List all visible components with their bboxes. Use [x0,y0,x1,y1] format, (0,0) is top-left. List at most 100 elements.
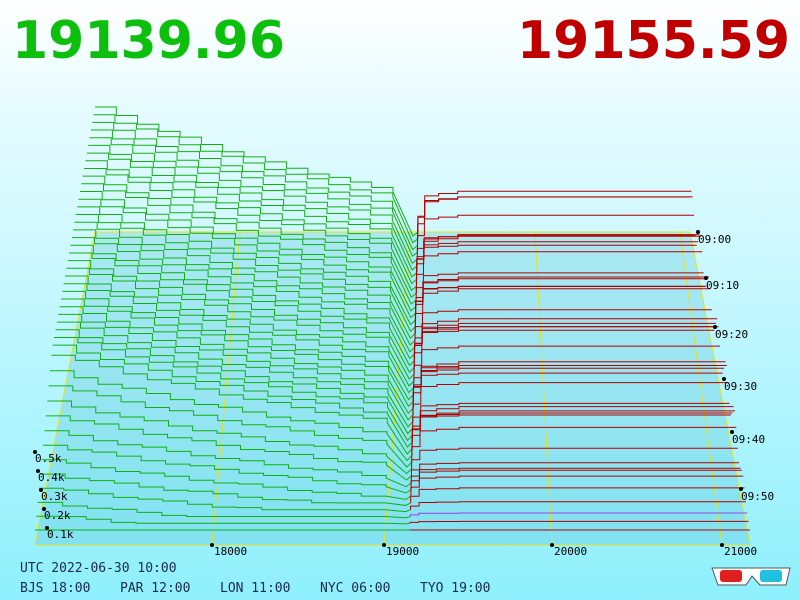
price-tick [382,543,386,547]
city-time: BJS 18:00 [20,581,90,596]
floor [35,232,750,545]
bid-depth [44,430,412,488]
ask-depth [411,426,737,463]
time-tick [730,430,734,434]
city-time: NYC 06:00 [320,581,390,596]
bid-depth [47,400,412,475]
depth-label: 0.3k [41,490,68,503]
ask-depth [411,447,738,469]
bid-depth [48,385,413,468]
time-label: 09:40 [732,433,765,446]
bid-depth [69,252,415,367]
ask-depth [413,345,720,381]
bid-depth [59,306,414,415]
bid-depth [73,229,416,346]
bid-depth [65,275,415,387]
city-time: LON 11:00 [220,581,290,596]
bid-depth [95,106,419,237]
bid-depth [58,313,414,421]
depth-tick [45,526,49,530]
bid-depth [51,354,413,455]
depth-lines [35,106,750,531]
ask-depth [414,309,712,341]
ask-depth [417,196,693,246]
time-label: 09:00 [698,233,731,246]
depth-tick [42,507,46,511]
bid-depth [67,260,415,374]
ask-depth [411,462,740,476]
grid-line [679,231,723,546]
bid-depth [60,298,414,408]
grid-line [211,231,241,546]
bid-depth [85,160,418,285]
bid-depth [39,487,411,513]
labels: 18000 19000 20000 21000 09:00 09:10 09:20 09:30… [20,230,774,596]
ask-depth [410,487,745,503]
bid-depth [78,198,417,319]
ask-depth [417,196,690,232]
bid-depth [71,237,416,353]
bid-depth [45,415,412,481]
bid-price: 19139.96 [12,11,285,71]
bid-depth [74,221,416,340]
grid-line [534,231,553,546]
depth-tick [33,450,37,454]
bid-depth [50,370,413,462]
ask-depth [414,288,711,334]
ask-depth [415,251,703,293]
bid-depth [62,290,414,401]
bid-depth [80,191,417,312]
time-label: 09:30 [724,380,757,393]
bid-depth [84,168,417,292]
ask-depth [409,512,748,517]
bid-depth [89,137,418,264]
time-tick [696,230,700,234]
time-tick [722,377,726,381]
depth-label: 0.2k [44,509,71,522]
ask-depth [412,365,727,415]
price-tick [720,543,724,547]
bid-depth [93,114,419,244]
glasses-icon [711,567,791,586]
price-tick [550,543,554,547]
bid-depth [40,473,411,507]
bid-depth [90,129,418,257]
depth-label: 0.5k [35,452,62,465]
bid-depth [36,515,411,525]
ask-price: 19155.59 [517,11,790,71]
depth-label: 0.1k [47,528,74,541]
ask-depth [413,326,719,375]
grid [34,231,751,546]
time-tick [704,276,708,280]
ask-depth [410,501,746,510]
ask-depth [409,520,749,524]
bid-depth [75,214,416,333]
bid-depth [86,152,418,278]
time-label: 09:10 [706,279,739,292]
depth-label: 0.4k [38,471,65,484]
bid-depth [54,337,413,442]
bid-depth [63,283,415,394]
depth-tick [36,469,40,473]
ask-depth [412,382,729,422]
ask-depth [410,475,744,497]
bid-depth [92,121,418,251]
bid-depth [82,175,417,298]
price-label: 20000 [554,545,587,558]
bid-depth [55,329,414,435]
time-tick [739,487,743,491]
bid-depth [52,344,413,448]
ask-depth [417,214,695,253]
city-time: PAR 12:00 [120,581,190,596]
depth-tick [39,488,43,492]
bid-depth [41,459,412,500]
bid-depth [43,444,412,494]
bid-depth [66,267,415,380]
grid-line [689,231,751,546]
bid-depth [37,501,411,519]
price-tick [210,543,214,547]
bid-depth [56,321,414,428]
time-label: 09:50 [741,490,774,503]
